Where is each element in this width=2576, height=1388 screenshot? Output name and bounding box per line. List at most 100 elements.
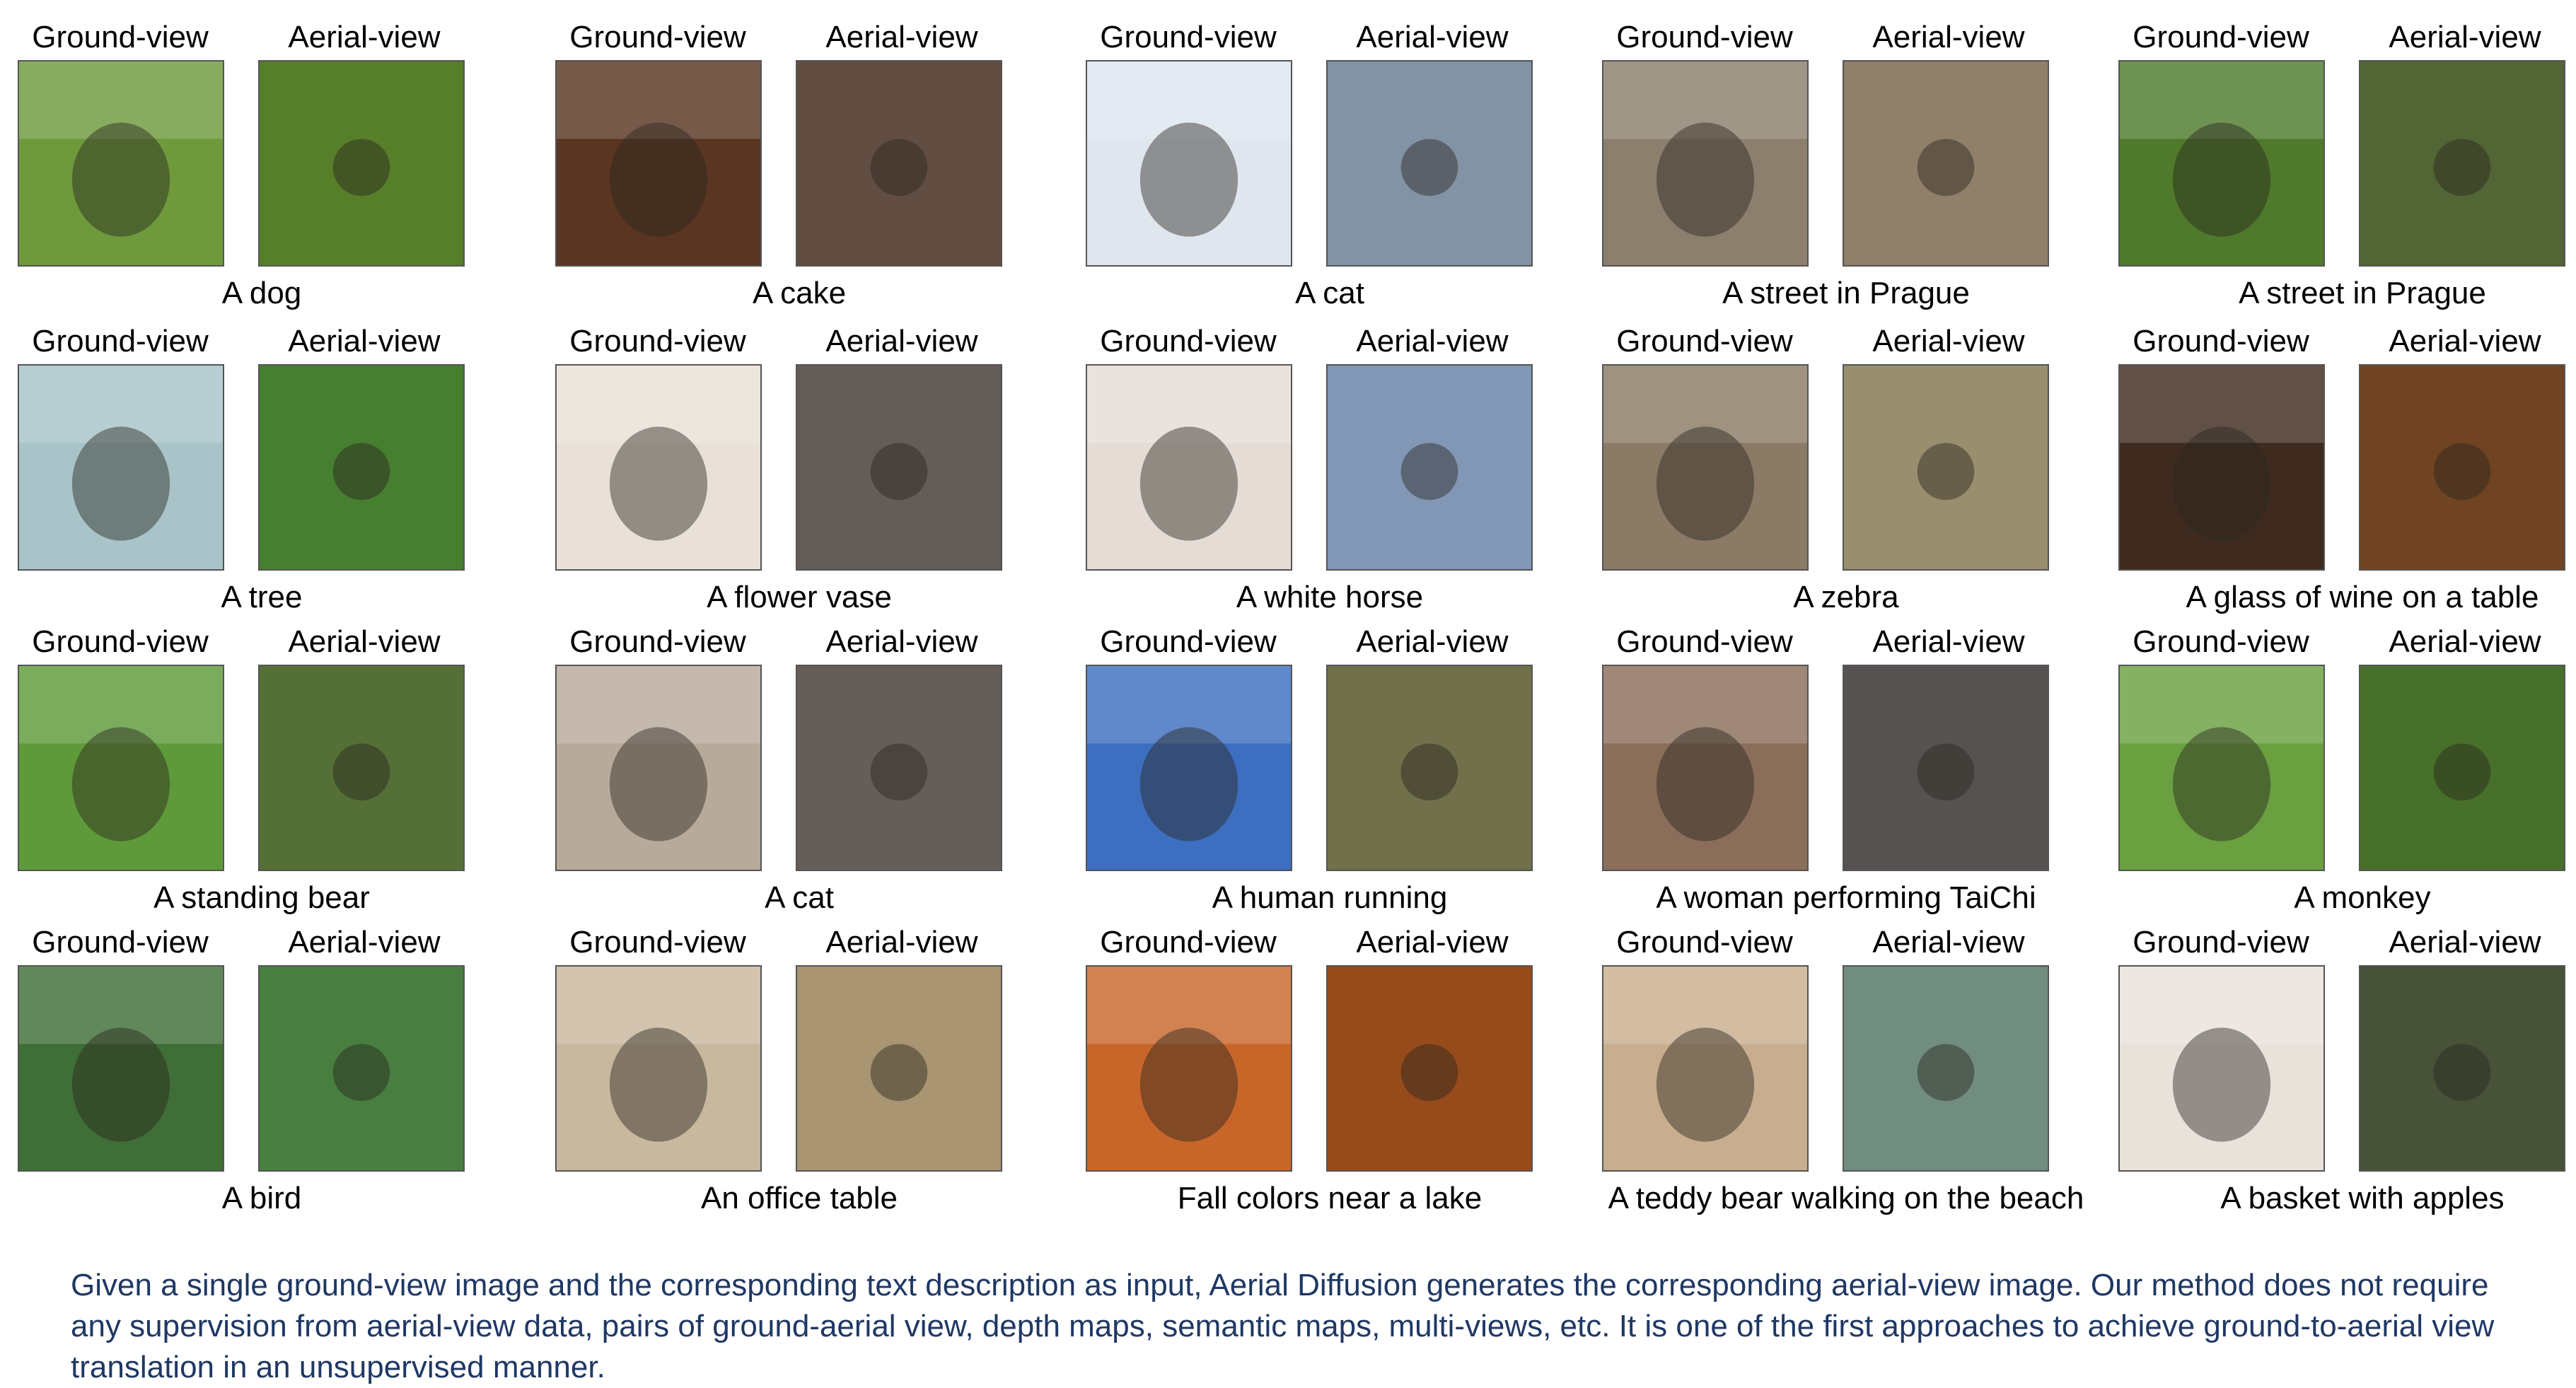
aerial-view-image	[1843, 60, 2049, 267]
image-pair: Ground-view Aerial-view A cake	[552, 18, 1047, 320]
ground-view-image	[18, 364, 224, 571]
aerial-view-label: Aerial-view	[825, 20, 978, 54]
ground-view-label: Ground-view	[32, 624, 209, 659]
ground-view-image	[1086, 965, 1292, 1172]
pair-caption: A cake	[752, 276, 847, 310]
aerial-view-image	[1843, 965, 2049, 1172]
ground-view-image	[555, 364, 762, 571]
ground-view-label: Ground-view	[1100, 624, 1277, 659]
aerial-view-label: Aerial-view	[2389, 324, 2541, 358]
aerial-view-label: Aerial-view	[1872, 925, 2025, 960]
figure-caption: Given a single ground-view image and the…	[71, 1268, 2495, 1384]
pair-caption: A basket with apples	[2220, 1181, 2505, 1215]
aerial-view-label: Aerial-view	[825, 925, 978, 960]
aerial-view-label: Aerial-view	[2389, 925, 2541, 960]
pair-caption: A standing bear	[153, 880, 370, 915]
image-pair: Ground-view Aerial-view A white horse	[1082, 322, 1577, 624]
ground-view-label: Ground-view	[2133, 324, 2309, 358]
ground-view-label: Ground-view	[1616, 925, 1793, 960]
image-pair: Ground-view Aerial-view A street in Prague	[2115, 18, 2576, 320]
ground-view-image	[1602, 364, 1809, 571]
pair-caption: A woman performing TaiChi	[1656, 880, 2036, 915]
image-pair: Ground-view Aerial-view A human running	[1082, 622, 1577, 925]
image-pair: Ground-view Aerial-view A zebra	[1599, 322, 2094, 624]
image-pair: Ground-view Aerial-view A bird	[14, 923, 509, 1225]
aerial-view-label: Aerial-view	[1872, 20, 2025, 54]
ground-view-image	[555, 60, 762, 267]
aerial-view-label: Aerial-view	[2389, 624, 2541, 659]
pair-caption: A flower vase	[707, 580, 892, 614]
ground-view-label: Ground-view	[569, 20, 746, 54]
aerial-view-label: Aerial-view	[1356, 20, 1509, 54]
ground-view-image	[2118, 60, 2325, 267]
aerial-view-label: Aerial-view	[1872, 324, 2025, 358]
aerial-view-label: Aerial-view	[2389, 20, 2541, 54]
aerial-view-label: Aerial-view	[1872, 624, 2025, 659]
ground-view-image	[1086, 60, 1292, 267]
image-pair: Ground-view Aerial-view A cat	[552, 622, 1047, 925]
image-pair: Ground-view Aerial-view A basket with appl…	[2115, 923, 2576, 1225]
pair-caption: A zebra	[1793, 580, 1899, 614]
aerial-view-label: Aerial-view	[288, 925, 441, 960]
aerial-view-image	[1326, 965, 1533, 1172]
ground-view-image	[18, 965, 224, 1172]
pair-caption: A teddy bear walking on the beach	[1608, 1181, 2084, 1215]
aerial-view-image	[1326, 364, 1533, 571]
ground-view-label: Ground-view	[1100, 925, 1277, 960]
pair-caption: A dog	[221, 276, 302, 310]
pair-caption: Fall colors near a lake	[1177, 1181, 1483, 1215]
aerial-view-image	[258, 665, 465, 871]
ground-view-image	[1602, 665, 1809, 871]
aerial-view-image	[796, 965, 1002, 1172]
aerial-view-label: Aerial-view	[825, 324, 978, 358]
aerial-view-label: Aerial-view	[825, 624, 978, 659]
pair-caption: A street in Prague	[2239, 276, 2486, 310]
aerial-view-image	[1326, 665, 1533, 871]
pair-caption: A monkey	[2294, 880, 2431, 915]
aerial-view-image	[1843, 364, 2049, 571]
pair-caption: A street in Prague	[1722, 276, 1970, 310]
ground-view-label: Ground-view	[1616, 624, 1793, 659]
pair-caption: A cat	[1295, 276, 1364, 310]
image-pair: Ground-view Aerial-view Fall colors near a…	[1082, 923, 1577, 1225]
ground-view-image	[1086, 364, 1292, 571]
aerial-view-label: Aerial-view	[1356, 324, 1509, 358]
aerial-view-label: Aerial-view	[1356, 624, 1509, 659]
ground-view-label: Ground-view	[1616, 20, 1793, 54]
aerial-view-image	[258, 364, 465, 571]
ground-view-label: Ground-view	[1616, 324, 1793, 358]
image-pair: Ground-view Aerial-view A teddy bear walki…	[1599, 923, 2094, 1225]
aerial-view-image	[2359, 364, 2565, 571]
ground-view-image	[2118, 965, 2325, 1172]
ground-view-label: Ground-view	[1100, 20, 1277, 54]
ground-view-label: Ground-view	[2133, 624, 2309, 659]
pair-caption: A cat	[765, 880, 834, 915]
image-pair: Ground-view Aerial-view A glass of wine on…	[2115, 322, 2576, 624]
aerial-view-image	[2359, 965, 2565, 1172]
image-pair: Ground-view Aerial-view A tree	[14, 322, 509, 624]
pair-caption: A bird	[221, 1181, 302, 1215]
aerial-view-image	[796, 60, 1002, 267]
aerial-view-image	[258, 60, 465, 267]
ground-view-label: Ground-view	[569, 925, 746, 960]
image-pair: Ground-view Aerial-view A street in Prague	[1599, 18, 2094, 320]
aerial-view-image	[2359, 665, 2565, 871]
pair-caption: A glass of wine on a table	[2186, 580, 2539, 614]
ground-view-label: Ground-view	[32, 20, 209, 54]
image-pair: Ground-view Aerial-view A woman performing…	[1599, 622, 2094, 925]
image-pair: Ground-view Aerial-view An office table	[552, 923, 1047, 1225]
ground-view-image	[555, 965, 762, 1172]
aerial-view-image	[2359, 60, 2565, 267]
ground-view-label: Ground-view	[32, 925, 209, 960]
ground-view-image	[2118, 364, 2325, 571]
pair-caption: A human running	[1212, 880, 1448, 915]
image-pair: Ground-view Aerial-view A dog	[14, 18, 509, 320]
ground-view-image	[2118, 665, 2325, 871]
ground-view-label: Ground-view	[2133, 20, 2309, 54]
image-pair: Ground-view Aerial-view A monkey	[2115, 622, 2576, 925]
image-pair: Ground-view Aerial-view A cat	[1082, 18, 1577, 320]
aerial-view-image	[1843, 665, 2049, 871]
ground-view-image	[18, 60, 224, 267]
ground-view-label: Ground-view	[569, 624, 746, 659]
